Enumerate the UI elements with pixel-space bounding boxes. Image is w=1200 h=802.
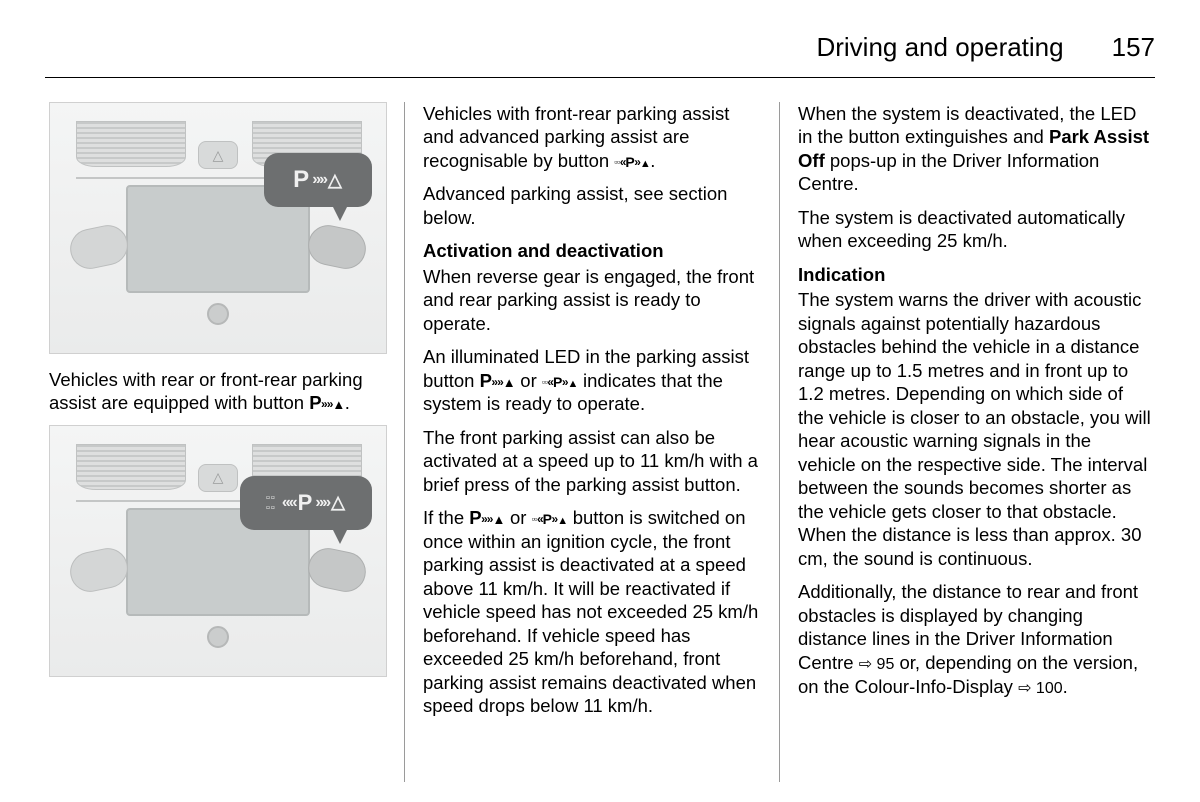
col2-heading-activation: Activation and deactivation: [423, 239, 761, 262]
col3-heading-indication: Indication: [798, 263, 1151, 286]
column-3: When the system is deactivated, the LED …: [780, 102, 1155, 782]
col2-p2: Advanced parking assist, see section bel…: [423, 182, 761, 229]
cross-ref-95: ⇨ 95: [859, 656, 895, 673]
col3-p3: The system warns the driver with acousti…: [798, 288, 1151, 570]
section-title: Driving and operating: [816, 32, 1063, 63]
page-header: Driving and operating 157: [45, 32, 1155, 78]
col2-p6: If the P»»▲ or ▫▫«P»▲ button is switched…: [423, 506, 761, 717]
col1-caption-1: Vehicles with rear or front-rear parking…: [49, 368, 386, 415]
col2-p3: When reverse gear is engaged, the front …: [423, 265, 761, 335]
page-number: 157: [1112, 32, 1155, 63]
callout-advanced-park-icon: ▫▫▫▫««P»»△: [240, 476, 372, 530]
col2-p5: The front parking assist can also be act…: [423, 426, 761, 496]
figure-dashboard-basic: △ P»»△: [49, 102, 387, 354]
content-columns: △ P»»△ Vehicles with rear or front-rear …: [45, 102, 1155, 782]
column-2: Vehicles with front-rear parking assist …: [405, 102, 780, 782]
col2-p4: An illuminated LED in the parking assist…: [423, 345, 761, 415]
figure-dashboard-advanced: △ ▫▫▫▫««P»»△: [49, 425, 387, 677]
callout-basic-park-icon: P»»△: [264, 153, 372, 207]
col2-p1: Vehicles with front-rear parking assist …: [423, 102, 761, 172]
col3-p4: Additionally, the distance to rear and f…: [798, 580, 1151, 699]
cross-ref-100: ⇨ 100: [1018, 680, 1063, 697]
col3-p2: The system is deactivated automatically …: [798, 206, 1151, 253]
column-1: △ P»»△ Vehicles with rear or front-rear …: [45, 102, 405, 782]
col3-p1: When the system is deactivated, the LED …: [798, 102, 1151, 196]
